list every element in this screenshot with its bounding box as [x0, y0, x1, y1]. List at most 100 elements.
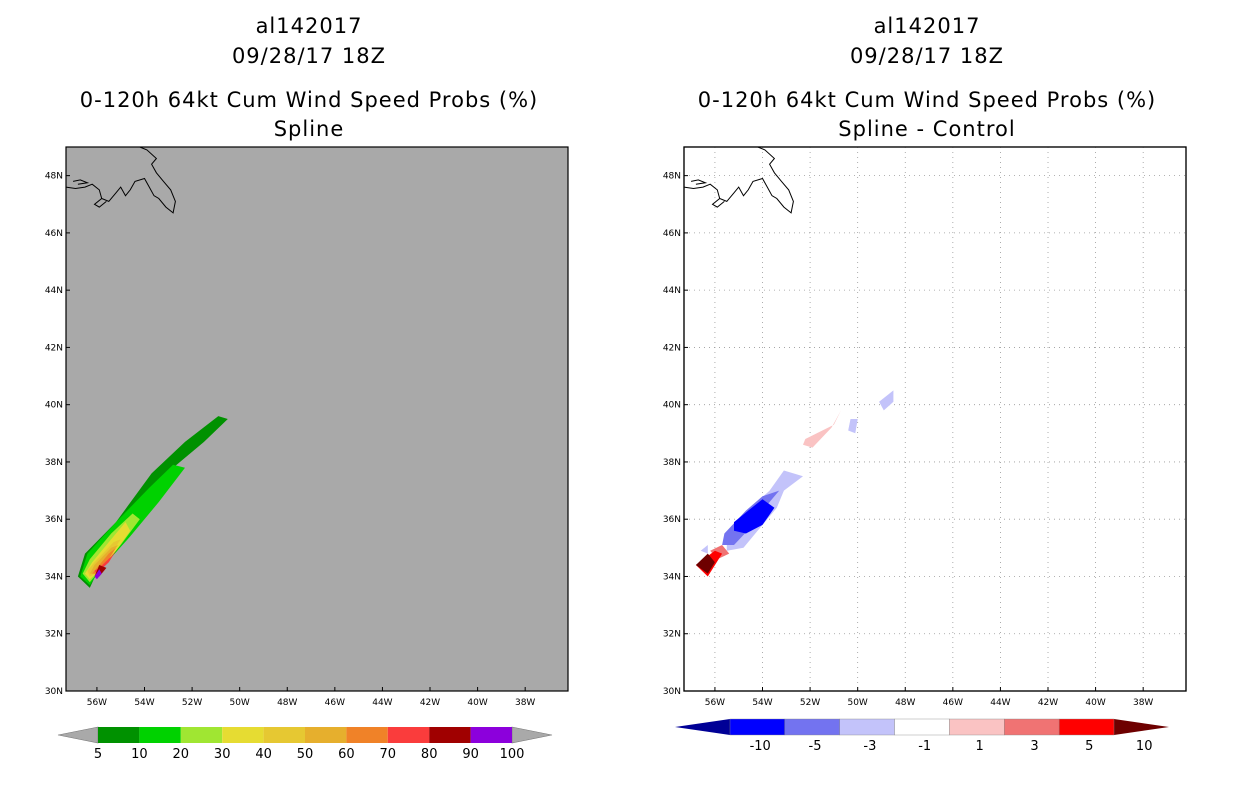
- colorbar-swatch: [387, 727, 430, 743]
- coastline-1: [711, 198, 725, 208]
- colorbar-label: 40: [255, 747, 272, 762]
- lon-tick-label: 54W: [134, 698, 154, 708]
- lon-tick-label: 42W: [420, 698, 440, 708]
- lon-tick-label: 52W: [800, 698, 820, 708]
- contour-region: [94, 569, 102, 580]
- contour-region: [92, 547, 116, 574]
- colorbar-swatch: [429, 727, 471, 743]
- colorbar-swatch: [305, 727, 347, 743]
- storm-id: al142017: [873, 14, 981, 38]
- lon-tick-label: 56W: [705, 698, 725, 708]
- lon-tick-label: 50W: [847, 698, 867, 708]
- forecast-datetime: 09/28/17 18Z: [849, 44, 1005, 68]
- plot-frame-top: [683, 146, 1187, 692]
- coastline-2: [690, 179, 708, 185]
- lon-tick-label: 56W: [87, 698, 107, 708]
- colorbar-label: 90: [462, 747, 479, 762]
- colorbar-label: -1: [918, 739, 931, 754]
- lon-tick-label: 48W: [895, 698, 915, 708]
- spline-probability-map: 48N 46N 44N 42N 40N 38N 36N 34N 32N 30N 56W 54W 52W 5…: [45, 146, 569, 762]
- colorbar-swatch: [894, 718, 950, 736]
- coastline-0: [65, 146, 176, 214]
- product-title: 0-120h 64kt Cum Wind Speed Probs (%): [697, 88, 1157, 112]
- lat-tick-label: 36N: [663, 515, 681, 525]
- lon-tick-label: 46W: [325, 698, 345, 708]
- lat-tick-label: 30N: [45, 687, 63, 697]
- lat-tick-label: 46N: [663, 229, 681, 239]
- forecast-datetime: 09/28/17 18Z: [231, 44, 387, 68]
- map-background: [66, 147, 568, 691]
- lon-tick-label: 40W: [1085, 698, 1105, 708]
- colorbar-label: 10: [131, 747, 148, 762]
- lat-tick-label: 42N: [45, 343, 63, 353]
- colorbar-low-arrow: [675, 719, 730, 735]
- contour-region: [695, 553, 715, 574]
- storm-id: al142017: [255, 14, 363, 38]
- lat-tick-label: 44N: [663, 286, 681, 296]
- lat-tick-label: 32N: [45, 630, 63, 640]
- colorbar-swatch: [839, 718, 895, 736]
- colorbar-low-arrow: [57, 726, 99, 744]
- lat-tick-label: 30N: [663, 687, 681, 697]
- contour-region: [803, 410, 841, 448]
- contour-region: [700, 545, 708, 554]
- colorbar-swatch: [1058, 718, 1115, 736]
- lon-tick-label: 54W: [752, 698, 772, 708]
- colorbar-label: -3: [863, 739, 876, 754]
- colorbar-label: 5: [1085, 739, 1093, 754]
- lon-tick-label: 38W: [1133, 698, 1153, 708]
- lat-tick-label: 40N: [663, 401, 681, 411]
- colorbar-high-arrow: [1114, 719, 1169, 735]
- lat-tick-label: 44N: [45, 286, 63, 296]
- colorbar-high-arrow: [511, 726, 553, 744]
- lat-tick-label: 34N: [663, 572, 681, 582]
- colorbar-label: 70: [380, 747, 397, 762]
- lon-tick-label: 44W: [372, 698, 392, 708]
- lat-tick-label: 38N: [45, 458, 63, 468]
- lat-tick-label: 40N: [45, 401, 63, 411]
- colorbar-label: 30: [214, 747, 231, 762]
- lat-tick-label: 48N: [45, 172, 63, 182]
- panel-subtitle: Spline: [273, 117, 345, 141]
- colorbar-label: -10: [750, 739, 771, 754]
- lat-tick-label: 38N: [663, 458, 681, 468]
- colorbar-swatch: [139, 727, 181, 743]
- colorbar-swatch: [222, 727, 264, 743]
- colorbar-label: 5: [94, 747, 102, 762]
- colorbar-swatch: [784, 718, 840, 736]
- colorbar-label: 50: [297, 747, 314, 762]
- colorbar-label: 1: [975, 739, 983, 754]
- lon-tick-label: 40W: [467, 698, 487, 708]
- lat-tick-label: 34N: [45, 572, 63, 582]
- colorbar-swatch: [346, 727, 388, 743]
- lat-tick-label: 32N: [663, 630, 681, 640]
- colorbar-label: 3: [1030, 739, 1038, 754]
- lat-tick-label: 42N: [663, 343, 681, 353]
- difference-map: 48N 46N 44N 42N 40N 38N 36N 34N 32N 30N 56W 54W 52W 5…: [663, 146, 1187, 754]
- colorbar-swatch: [470, 727, 512, 743]
- colorbar-swatch: [1004, 718, 1060, 736]
- colorbar-swatch: [180, 727, 223, 743]
- colorbar-swatch: [729, 718, 786, 736]
- difference-panel: al142017 09/28/17 18Z 0-120h 64kt Cum Wi…: [618, 0, 1236, 800]
- colorbar-swatch: [949, 718, 1005, 736]
- colorbar-label: 100: [500, 747, 525, 762]
- colorbar-swatch: [263, 727, 305, 743]
- product-title: 0-120h 64kt Cum Wind Speed Probs (%): [79, 88, 539, 112]
- lon-tick-label: 48W: [277, 698, 297, 708]
- colorbar-label: 20: [173, 747, 190, 762]
- lon-tick-label: 52W: [182, 698, 202, 708]
- colorbar-label: 80: [421, 747, 438, 762]
- lon-tick-label: 50W: [229, 698, 249, 708]
- contour-region: [848, 419, 858, 434]
- map-background: [684, 147, 1186, 691]
- panel-subtitle: Spline - Control: [838, 117, 1016, 141]
- plot-frame: [65, 146, 569, 692]
- lat-tick-label: 46N: [45, 229, 63, 239]
- coastline-1: [93, 198, 107, 208]
- colorbar-label: 60: [338, 747, 355, 762]
- contour-region: [879, 390, 894, 411]
- contour-region: [734, 499, 775, 534]
- coastline-2: [72, 179, 90, 185]
- lon-tick-label: 38W: [515, 698, 535, 708]
